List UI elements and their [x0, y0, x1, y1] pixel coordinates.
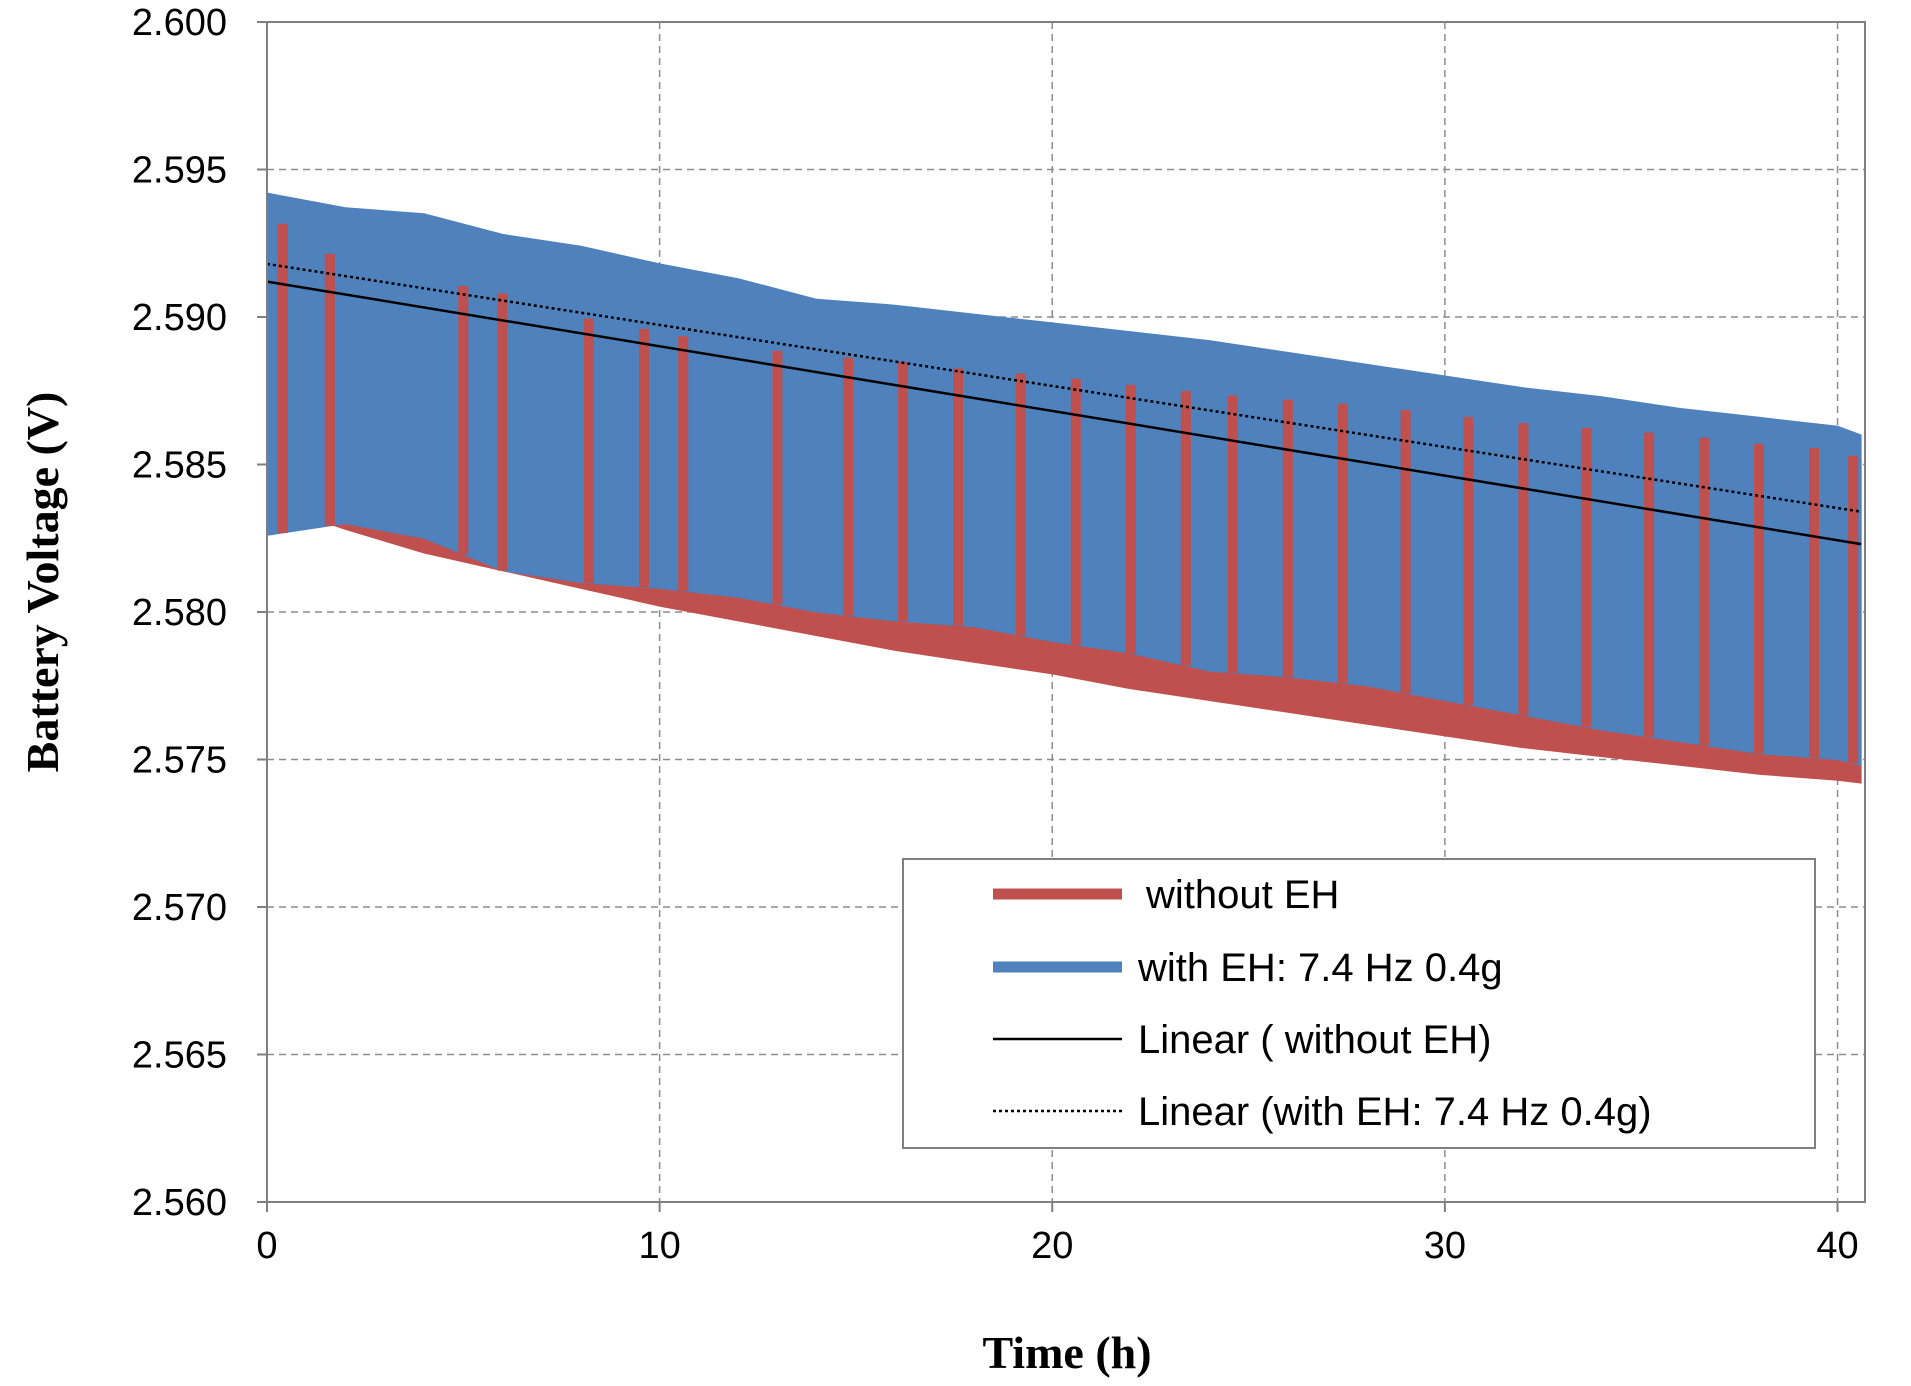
y-tick-label: 2.575 [132, 740, 227, 782]
red-spike [277, 223, 288, 534]
trendline-with-eh [266, 262, 1862, 513]
red-spike [1581, 427, 1592, 727]
y-tick-label: 2.580 [132, 592, 227, 634]
red-spike [1699, 437, 1709, 746]
red-spike [1227, 395, 1238, 673]
red-spike [458, 286, 469, 555]
red-spike [1809, 448, 1819, 758]
red-spike [1463, 417, 1474, 705]
red-spike [324, 253, 335, 526]
x-tick-label: 0 [256, 1225, 277, 1267]
red-spike [772, 350, 783, 605]
legend-box [902, 858, 1816, 1149]
red-spike [898, 362, 909, 622]
series-layer [266, 192, 1862, 784]
x-tick-label: 30 [1424, 1225, 1466, 1267]
legend-label-without-eh: without EH [1145, 873, 1339, 917]
red-spike [1125, 384, 1136, 654]
red-spike [497, 293, 508, 571]
x-tick-label: 10 [638, 1225, 680, 1267]
x-axis-title: Time (h) [982, 1327, 1151, 1378]
red-spike [1282, 399, 1293, 677]
legend-label-with-eh: with EH: 7.4 Hz 0.4g [1137, 946, 1503, 990]
red-spike [843, 357, 854, 616]
y-tick-label: 2.565 [132, 1035, 227, 1077]
series-band-with-eh [266, 192, 1862, 767]
red-spike [1848, 455, 1859, 764]
legend-label-linear-with-eh: Linear (with EH: 7.4 Hz 0.4g) [1138, 1090, 1652, 1134]
y-axis-title: Battery Voltage (V) [17, 392, 68, 773]
y-tick-label: 2.600 [132, 2, 227, 44]
red-spike [1180, 391, 1191, 666]
red-spike [1518, 423, 1529, 716]
red-spike [1337, 403, 1348, 684]
y-tick-label: 2.595 [132, 150, 227, 192]
y-tick-label: 2.560 [132, 1182, 227, 1224]
red-spike [1015, 373, 1026, 636]
red-spike [1070, 378, 1081, 646]
y-tick-label: 2.570 [132, 887, 227, 929]
legend-label-linear-without-eh: Linear ( without EH) [1138, 1018, 1491, 1062]
trend-layer [266, 262, 1862, 546]
red-spike [678, 336, 689, 592]
red-spike [1400, 409, 1411, 694]
tick-layer: 2.560 2.565 2.570 2.575 2.580 2.585 2.590 2.595… [132, 2, 1859, 1267]
red-spike [638, 328, 649, 588]
red-spike [1644, 432, 1655, 737]
red-spike [584, 318, 594, 584]
trendline-without-eh [266, 280, 1862, 546]
y-tick-label: 2.585 [132, 445, 227, 487]
legend: without EH with EH: 7.4 Hz 0.4g Linear (… [902, 858, 1816, 1149]
red-spike [953, 368, 963, 626]
y-tick-label: 2.590 [132, 297, 227, 339]
x-tick-label: 20 [1031, 1225, 1073, 1267]
x-tick-label: 40 [1816, 1225, 1858, 1267]
red-spike [1754, 443, 1764, 754]
